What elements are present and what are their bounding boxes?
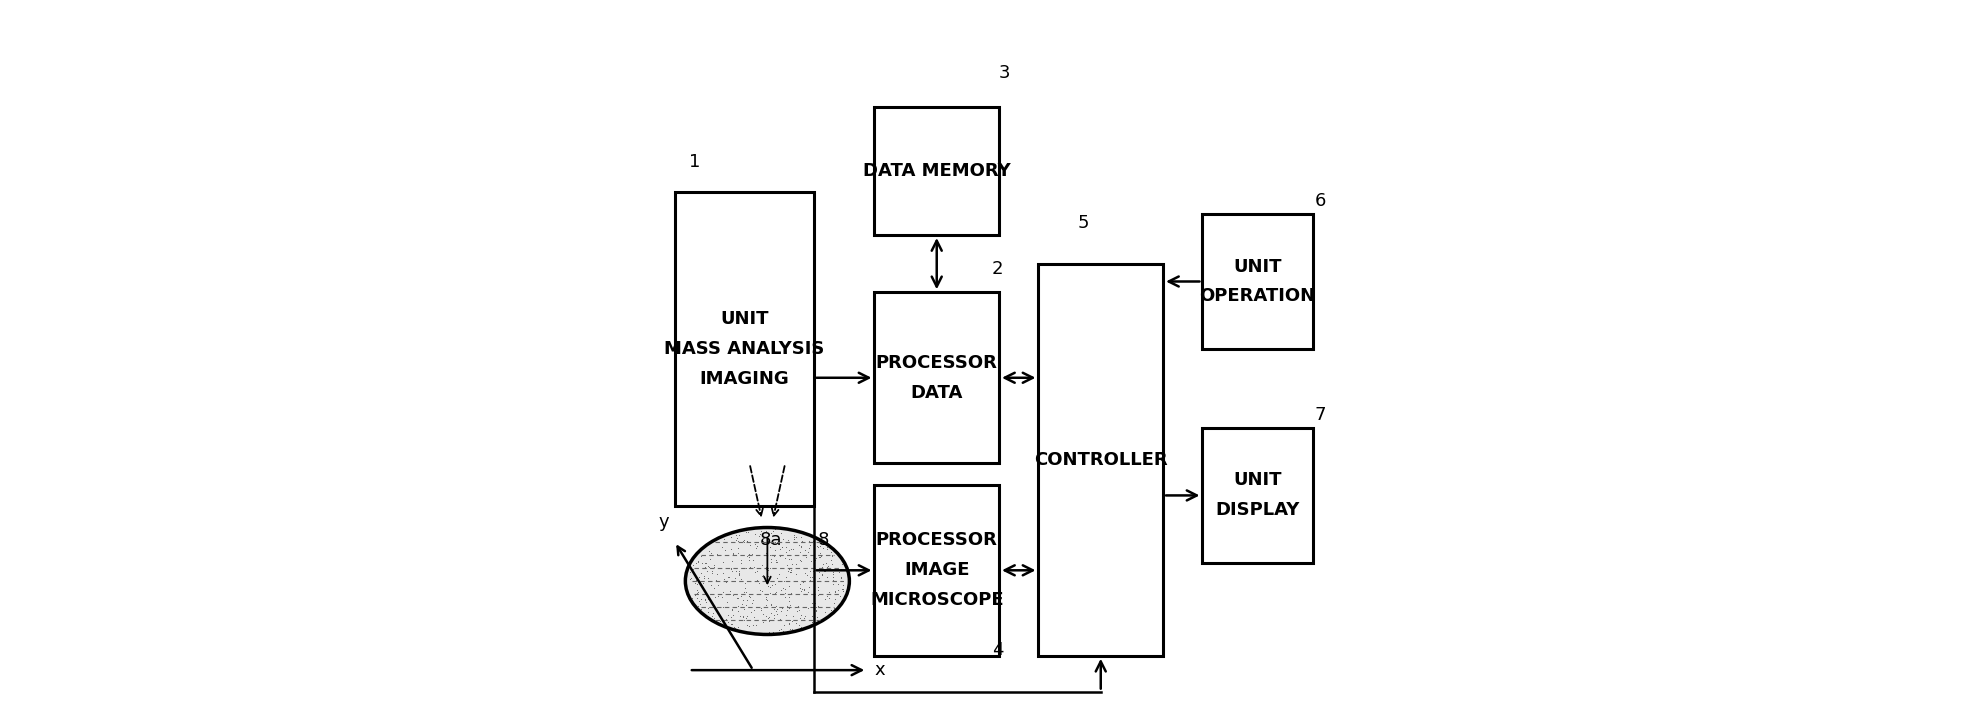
Bar bbox=[1202, 214, 1313, 349]
Text: PROCESSOR: PROCESSOR bbox=[875, 531, 998, 550]
Text: DISPLAY: DISPLAY bbox=[1216, 502, 1300, 519]
Bar bbox=[675, 193, 813, 506]
Text: PROCESSOR: PROCESSOR bbox=[875, 354, 998, 371]
Ellipse shape bbox=[684, 528, 849, 635]
Text: UNIT: UNIT bbox=[720, 310, 768, 329]
Text: DATA MEMORY: DATA MEMORY bbox=[863, 162, 1010, 180]
Text: DATA: DATA bbox=[911, 384, 962, 402]
Text: 8a: 8a bbox=[760, 531, 782, 549]
Bar bbox=[1202, 427, 1313, 563]
Text: 7: 7 bbox=[1313, 406, 1325, 424]
Text: 5: 5 bbox=[1077, 214, 1089, 232]
Text: 4: 4 bbox=[992, 641, 1004, 659]
Bar bbox=[1038, 264, 1163, 656]
Text: IMAGING: IMAGING bbox=[698, 370, 790, 388]
Text: UNIT: UNIT bbox=[1234, 257, 1282, 276]
Text: CONTROLLER: CONTROLLER bbox=[1034, 451, 1167, 469]
Bar bbox=[875, 292, 1000, 463]
Text: MICROSCOPE: MICROSCOPE bbox=[869, 591, 1004, 609]
Text: IMAGE: IMAGE bbox=[905, 561, 970, 579]
Text: 2: 2 bbox=[992, 260, 1004, 278]
Text: y: y bbox=[659, 513, 669, 531]
Text: 6: 6 bbox=[1313, 192, 1325, 210]
Text: 1: 1 bbox=[688, 153, 700, 171]
Text: UNIT: UNIT bbox=[1234, 471, 1282, 489]
Text: 8: 8 bbox=[817, 531, 829, 549]
Text: 3: 3 bbox=[1000, 64, 1010, 82]
Text: MASS ANALYSIS: MASS ANALYSIS bbox=[665, 340, 825, 358]
Bar bbox=[875, 107, 1000, 235]
Text: OPERATION: OPERATION bbox=[1200, 287, 1315, 305]
Text: x: x bbox=[875, 661, 885, 679]
Bar bbox=[875, 485, 1000, 656]
